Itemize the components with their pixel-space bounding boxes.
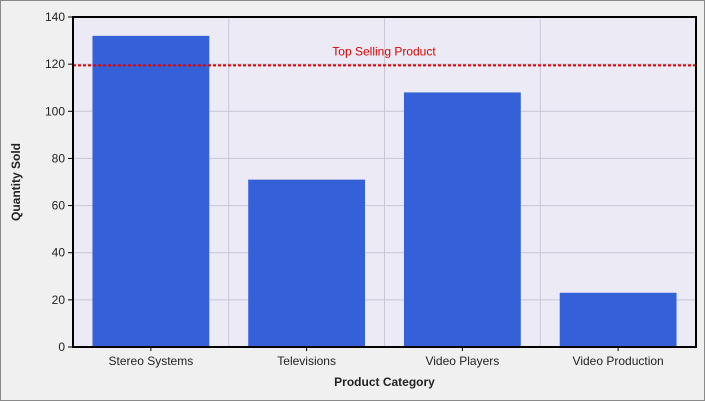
x-tick-label: Video Production xyxy=(573,354,664,368)
x-tick-label: Video Players xyxy=(425,354,499,368)
y-axis-title: Quantity Sold xyxy=(9,143,23,221)
y-tick-label: 100 xyxy=(45,104,65,118)
x-axis-title: Product Category xyxy=(334,375,435,389)
y-tick-label: 40 xyxy=(52,246,66,260)
bar-televisions xyxy=(248,179,366,347)
bars xyxy=(92,35,677,347)
y-tick-label: 0 xyxy=(58,340,65,354)
x-tick-label: Televisions xyxy=(277,354,336,368)
bar-video-players xyxy=(403,92,521,347)
reference-line-label: Top Selling Product xyxy=(332,44,436,58)
y-axis-ticks: 0 20 40 60 80 100 120 140 xyxy=(45,10,73,354)
y-tick-label: 20 xyxy=(52,293,66,307)
x-tick-label: Stereo Systems xyxy=(109,354,194,368)
bar-video-production xyxy=(559,292,677,347)
y-tick-label: 80 xyxy=(52,151,66,165)
y-tick-label: 120 xyxy=(45,57,65,71)
bar-stereo-systems xyxy=(92,35,210,347)
plot-border xyxy=(72,16,697,348)
y-tick-label: 60 xyxy=(52,199,66,213)
y-tick-label: 140 xyxy=(45,10,65,24)
x-axis-ticks: Stereo Systems Televisions Video Players Vi… xyxy=(109,347,664,368)
